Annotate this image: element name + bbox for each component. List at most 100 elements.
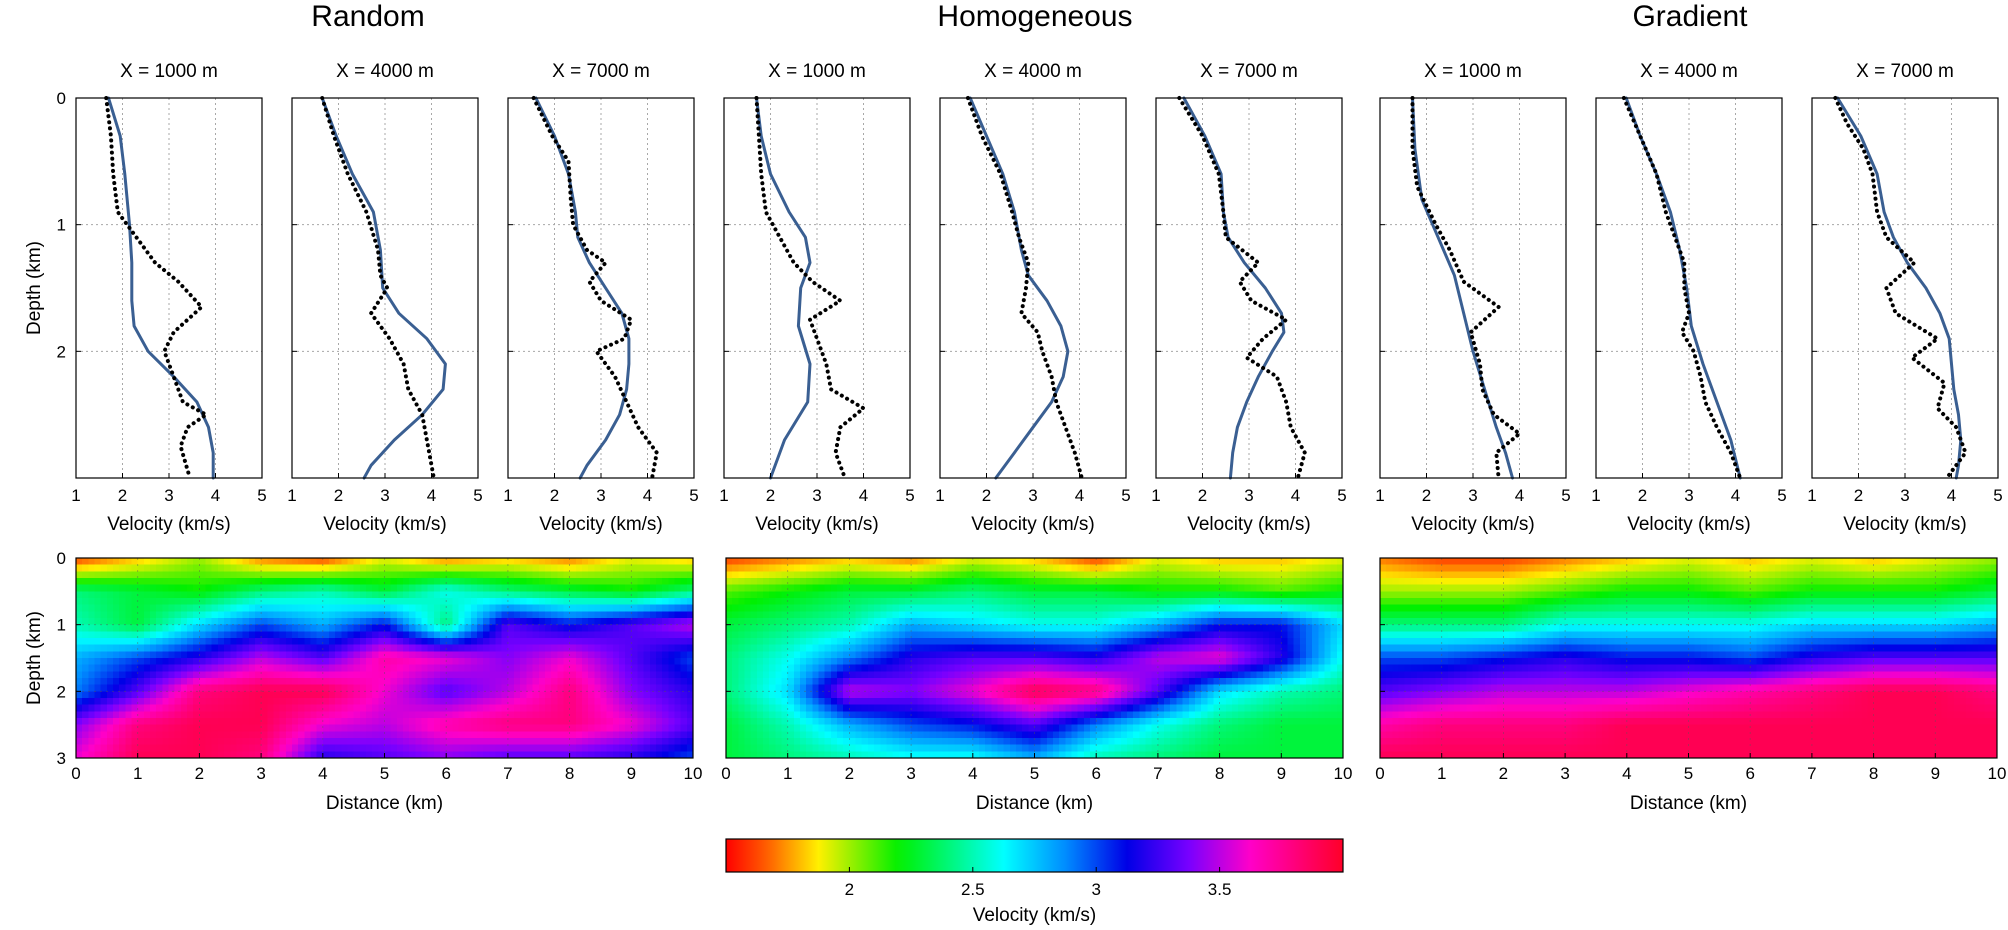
heatmap-cell bbox=[162, 684, 170, 692]
heatmap-cell bbox=[997, 611, 1005, 619]
heatmap-cell bbox=[966, 644, 974, 652]
heatmap-cell bbox=[569, 624, 577, 632]
heatmap-cell bbox=[174, 564, 182, 572]
heatmap-cell bbox=[359, 651, 367, 659]
heatmap-cell bbox=[119, 578, 126, 586]
heatmap-cell bbox=[1188, 631, 1196, 639]
heatmap-cell bbox=[261, 591, 268, 599]
heatmap-cell bbox=[82, 578, 89, 586]
heatmap-cell bbox=[880, 598, 888, 606]
heatmap-cell bbox=[898, 578, 906, 586]
true-velocity-line bbox=[1621, 96, 1743, 480]
heatmap-cell bbox=[1238, 611, 1245, 619]
heatmap-cell bbox=[520, 691, 528, 699]
heatmap-cell bbox=[612, 718, 620, 726]
heatmap-cell bbox=[1090, 664, 1097, 672]
heatmap-cell bbox=[1034, 664, 1042, 672]
heatmap-cell bbox=[254, 718, 262, 726]
heatmap-cell bbox=[285, 704, 293, 712]
heatmap-cell bbox=[94, 684, 102, 692]
heatmap-cell bbox=[612, 678, 620, 686]
heatmap-cell bbox=[100, 591, 108, 599]
heatmap-cell bbox=[365, 618, 373, 626]
heatmap-cell bbox=[861, 631, 869, 639]
heatmap-cell bbox=[273, 618, 281, 626]
x-tick-label: 3 bbox=[1028, 486, 1037, 505]
heatmap-cell bbox=[452, 558, 460, 566]
heatmap-cell bbox=[298, 738, 305, 746]
heatmap-cell bbox=[143, 584, 151, 592]
heatmap-cell bbox=[310, 691, 318, 699]
heatmap-cell bbox=[1238, 638, 1245, 646]
heatmap-cell bbox=[588, 744, 595, 752]
heatmap-cell bbox=[440, 564, 447, 572]
heatmap-cell bbox=[812, 658, 820, 666]
heatmap-cell bbox=[211, 698, 219, 706]
heatmap-cell bbox=[415, 751, 423, 759]
y-tick-label: 2 bbox=[57, 682, 66, 701]
heatmap-cell bbox=[143, 664, 151, 672]
heatmap-cell bbox=[267, 684, 275, 692]
heatmap-cell bbox=[82, 691, 89, 699]
heatmap-cell bbox=[1096, 611, 1103, 619]
heatmap-cell bbox=[168, 718, 176, 726]
heatmap-cell bbox=[1015, 571, 1023, 579]
heatmap-cell bbox=[544, 664, 552, 672]
heatmap-cell bbox=[261, 618, 268, 626]
heatmap-cell bbox=[625, 698, 632, 706]
heatmap-cell bbox=[600, 698, 608, 706]
heatmap-cell bbox=[224, 591, 231, 599]
heatmap-cell bbox=[427, 604, 435, 612]
heatmap-cell bbox=[1318, 611, 1326, 619]
heatmap-cell bbox=[557, 744, 565, 752]
heatmap-cell bbox=[106, 644, 114, 652]
heatmap-cell bbox=[600, 751, 608, 759]
heatmap-cell bbox=[1114, 631, 1122, 639]
heatmap-cell bbox=[966, 631, 974, 639]
heatmap-cell bbox=[1268, 644, 1276, 652]
heatmap-cell bbox=[168, 731, 176, 739]
heatmap-cell bbox=[1330, 558, 1338, 566]
heatmap-cell bbox=[452, 718, 460, 726]
heatmap-cell bbox=[310, 738, 318, 746]
heatmap-cell bbox=[631, 638, 639, 646]
heatmap-cell bbox=[818, 658, 826, 666]
heatmap-cell bbox=[738, 584, 746, 592]
heatmap-cell bbox=[1114, 558, 1122, 566]
heatmap-cell bbox=[446, 631, 453, 639]
heatmap-cell bbox=[304, 744, 312, 752]
heatmap-cell bbox=[520, 671, 528, 679]
heatmap-cell bbox=[205, 704, 213, 712]
heatmap-cell bbox=[588, 598, 595, 606]
heatmap-cell bbox=[94, 571, 102, 579]
heatmap-cell bbox=[353, 738, 361, 746]
heatmap-cell bbox=[960, 604, 968, 612]
heatmap-cell bbox=[261, 638, 268, 646]
x-tick-label: 0 bbox=[71, 764, 80, 783]
heatmap-cell bbox=[781, 651, 789, 659]
heatmap-cell bbox=[575, 604, 583, 612]
heatmap-cell bbox=[1034, 638, 1042, 646]
heatmap-cell bbox=[131, 651, 139, 659]
heatmap-cell bbox=[236, 738, 244, 746]
heatmap-cell bbox=[427, 671, 435, 679]
heatmap-cell bbox=[1157, 591, 1165, 599]
heatmap-cell bbox=[1336, 564, 1344, 572]
heatmap-cell bbox=[898, 564, 906, 572]
heatmap-cell bbox=[341, 678, 349, 686]
x-tick-label: 5 bbox=[1777, 486, 1786, 505]
heatmap-cell bbox=[594, 678, 602, 686]
heatmap-cell bbox=[526, 624, 534, 632]
heatmap-cell bbox=[1145, 651, 1153, 659]
heatmap-cell bbox=[1250, 644, 1258, 652]
heatmap-cell bbox=[507, 604, 515, 612]
heatmap-cell bbox=[978, 604, 986, 612]
heatmap-cell bbox=[76, 718, 83, 726]
heatmap-cell bbox=[168, 578, 176, 586]
heatmap-cell bbox=[440, 611, 447, 619]
heatmap-cell bbox=[818, 618, 826, 626]
heatmap-cell bbox=[1145, 664, 1153, 672]
heatmap-cell bbox=[440, 704, 447, 712]
